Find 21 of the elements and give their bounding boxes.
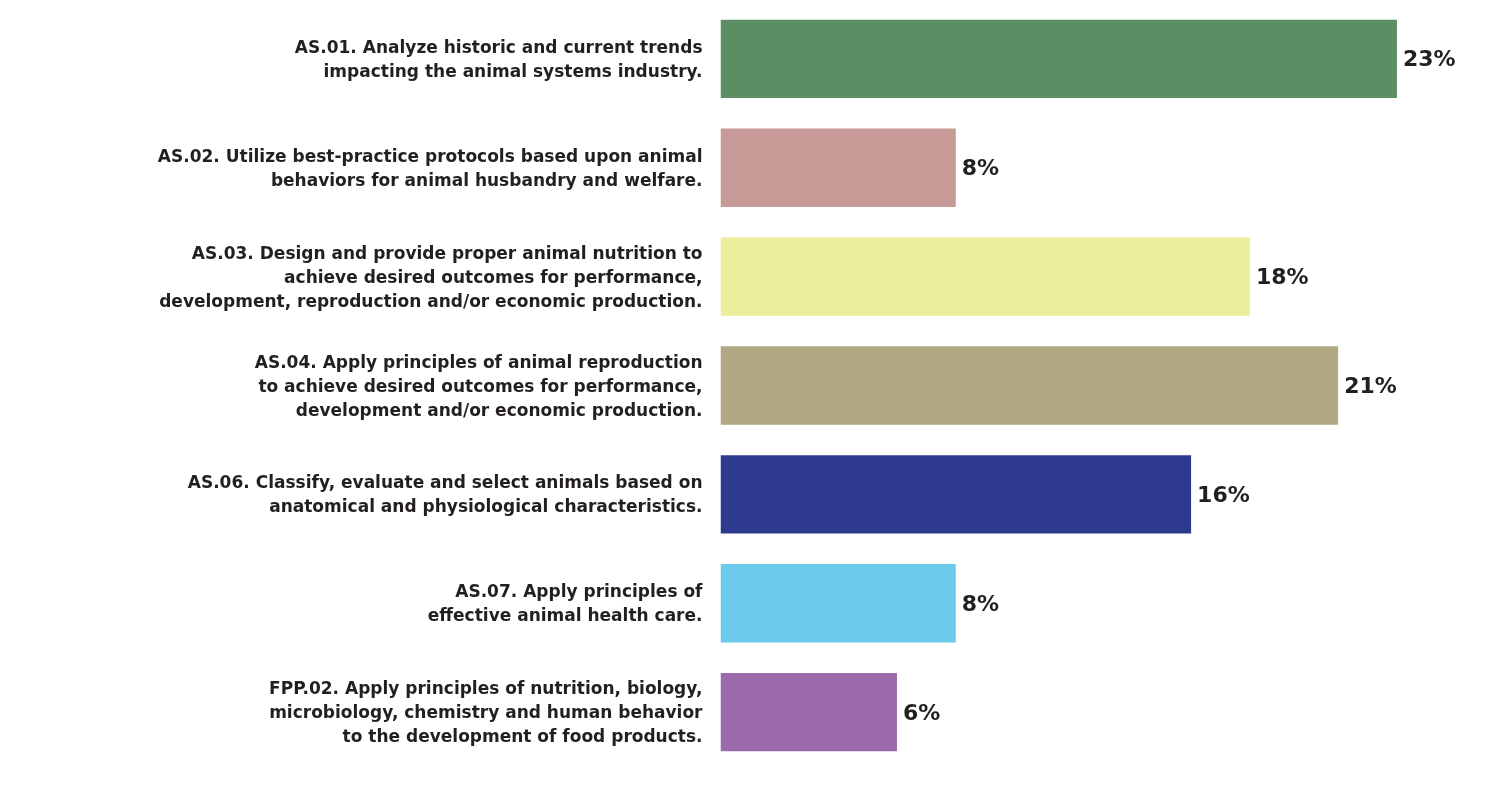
data-label: 6%	[902, 699, 941, 725]
data-label: 8%	[961, 590, 1000, 616]
y-tick-label: AS.03. Design and provide proper animal nutrition to achieve desired outcomes for performance, development, reproduction and/or economic production.	[159, 242, 703, 311]
y-tick-label: AS.01. Analyze historic and current trends impacting the animal systems industry.	[294, 36, 703, 81]
bar	[720, 455, 1192, 534]
bar	[720, 237, 1250, 316]
bar	[720, 128, 956, 207]
data-label: 8%	[961, 155, 1000, 181]
data-label: 23%	[1402, 46, 1456, 72]
y-tick-label: AS.07. Apply principles of effective animal health care.	[427, 581, 704, 626]
data-label: 16%	[1197, 481, 1250, 507]
data-label: 21%	[1344, 373, 1397, 398]
data-label: 18%	[1255, 264, 1309, 290]
y-tick-label: AS.04. Apply principles of animal reproduction to achieve desired outcomes for performance, development and/or economic production.	[254, 351, 703, 420]
bar	[720, 672, 897, 752]
bar	[720, 346, 1339, 425]
y-tick-label: AS.06. Classify, evaluate and select animals based on anatomical and physiological characteristics.	[187, 472, 703, 517]
y-tick-label: FPP.02. Apply principles of nutrition, biology, microbiology, chemistry and human behavior to the development of food products.	[269, 678, 704, 747]
bar	[720, 564, 956, 643]
y-tick-label: AS.02. Utilize best-practice protocols based upon animal behaviors for animal husbandry and welfare.	[157, 145, 703, 190]
bar	[720, 19, 1397, 99]
